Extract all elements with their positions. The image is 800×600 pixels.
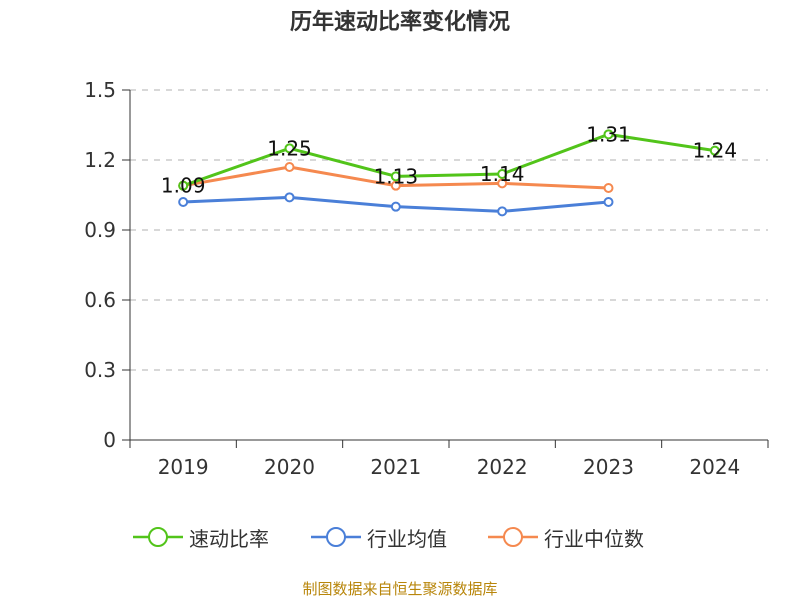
- data-label: 1.24: [693, 139, 738, 163]
- data-point: [178, 180, 189, 191]
- data-label: 1.14: [480, 162, 525, 186]
- data-point: [709, 145, 720, 156]
- chart-title: 历年速动比率变化情况: [289, 10, 510, 35]
- data-label: 1.09: [161, 174, 206, 198]
- x-tick-label: 2021: [370, 455, 421, 479]
- y-tick-label: 0.6: [84, 288, 116, 312]
- y-tick-label: 0: [103, 428, 116, 452]
- data-point: [390, 180, 401, 191]
- data-point: [390, 171, 401, 182]
- data-labels: 1.09 1.25 1.13 1.14 1.31 1.24: [161, 122, 737, 197]
- x-tick-label: 2022: [477, 455, 528, 479]
- data-label: 1.31: [586, 122, 631, 146]
- data-point: [497, 206, 508, 217]
- y-tick-label: 1.5: [84, 78, 116, 102]
- data-point: [603, 129, 614, 140]
- legend-label: 行业均值: [367, 526, 447, 551]
- chart-legend: 速动比率 行业均值 行业中位数: [0, 519, 800, 555]
- data-point: [178, 197, 189, 207]
- y-tick-label: 1.2: [84, 148, 116, 172]
- y-tick-label: 0.9: [84, 218, 116, 242]
- data-point: [284, 192, 295, 203]
- legend-marker-icon: [311, 527, 361, 547]
- x-tick-label: 2023: [583, 455, 634, 479]
- x-tick-label: 2024: [689, 455, 740, 479]
- data-point: [603, 183, 614, 193]
- data-point: [390, 201, 401, 212]
- data-point: [497, 178, 508, 189]
- y-tick-label: 0.3: [84, 358, 116, 382]
- source-note: 制图数据来自恒生聚源数据库: [302, 580, 498, 598]
- x-tick-label: 2019: [158, 455, 209, 479]
- data-label: 1.13: [374, 164, 419, 188]
- series-points: [178, 129, 720, 217]
- legend-marker-icon: [488, 527, 538, 547]
- legend-label: 速动比率: [189, 526, 269, 551]
- legend-marker-icon: [133, 527, 183, 547]
- data-point: [497, 169, 508, 179]
- data-label: 1.25: [267, 136, 312, 160]
- axes: 0 0.3 0.6 0.9 1.2 1.5 2019 2020 2021 2022 2023 2024: [84, 78, 769, 479]
- legend-item[interactable]: 行业均值: [311, 519, 447, 555]
- data-point: [284, 162, 295, 172]
- grid-lines: [130, 89, 768, 371]
- legend-item[interactable]: 速动比率: [133, 519, 269, 555]
- x-tick-label: 2020: [264, 455, 315, 479]
- series-lines: [182, 132, 716, 213]
- legend-item[interactable]: 行业中位数: [488, 519, 644, 555]
- legend-label: 行业中位数: [544, 526, 644, 551]
- data-point: [284, 143, 295, 154]
- series-line-0: [182, 132, 716, 188]
- data-point: [603, 197, 614, 207]
